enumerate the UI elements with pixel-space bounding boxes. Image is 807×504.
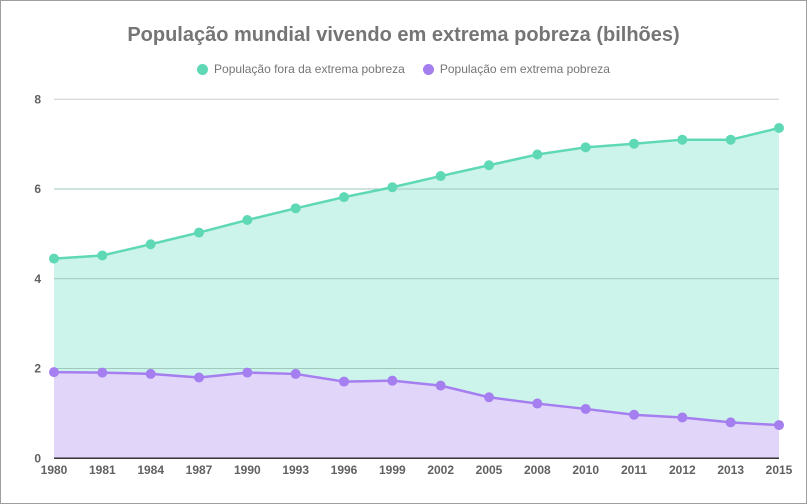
point-outside-poverty (339, 192, 349, 203)
x-tick-label: 2002 (427, 463, 454, 477)
point-extreme-poverty (435, 380, 446, 391)
point-extreme-poverty (774, 420, 784, 431)
x-tick-label: 1996 (331, 463, 358, 477)
x-tick-label: 1984 (137, 463, 164, 477)
line-extreme-poverty (53, 370, 780, 427)
area-outside-poverty (54, 128, 779, 426)
x-tick-label: 2012 (669, 463, 696, 477)
point-outside-poverty (580, 142, 591, 153)
legend-label: População em extrema pobreza (439, 62, 610, 76)
point-outside-poverty (194, 227, 204, 238)
x-tick-label: 2005 (476, 463, 503, 477)
point-outside-poverty (629, 138, 639, 149)
legend-item-outside-poverty[interactable]: População fora da extrema pobreza (197, 62, 405, 76)
y-tick-label: 0 (34, 451, 41, 465)
x-tick-label: 2011 (621, 463, 647, 477)
x-tick-label: 1990 (234, 463, 261, 477)
x-tick-label: 1980 (41, 463, 68, 477)
point-extreme-poverty (580, 403, 591, 414)
x-tick-label: 2013 (717, 463, 744, 477)
x-tick-label: 1987 (186, 463, 213, 477)
point-outside-poverty (435, 171, 446, 182)
point-extreme-poverty (242, 367, 253, 378)
point-outside-poverty (290, 203, 301, 214)
point-extreme-poverty (484, 392, 494, 403)
point-outside-poverty (677, 134, 688, 145)
point-outside-poverty (97, 250, 108, 261)
legend-marker-extreme-poverty (422, 63, 434, 75)
point-extreme-poverty (532, 398, 543, 409)
y-tick-label: 4 (34, 272, 41, 286)
x-tick-label: 2015 (766, 463, 793, 477)
point-extreme-poverty (49, 367, 59, 378)
point-outside-poverty (532, 149, 543, 160)
point-extreme-poverty (629, 409, 639, 420)
point-outside-poverty (774, 123, 784, 134)
point-extreme-poverty (194, 372, 204, 383)
x-tick-label: 2010 (572, 463, 599, 477)
legend: População fora da extrema pobreza Popula… (0, 62, 807, 76)
point-extreme-poverty (387, 375, 398, 386)
point-outside-poverty (484, 160, 494, 171)
line-outside-poverty (53, 126, 780, 260)
point-extreme-poverty (339, 376, 349, 387)
point-extreme-poverty (97, 367, 108, 378)
point-extreme-poverty (145, 368, 156, 379)
y-tick-label: 6 (34, 182, 41, 196)
y-tick-label: 2 (34, 362, 41, 376)
area-extreme-poverty (54, 372, 779, 459)
point-extreme-poverty (677, 412, 688, 423)
point-outside-poverty (242, 215, 253, 226)
x-tick-label: 1981 (89, 463, 116, 477)
point-outside-poverty (49, 253, 59, 264)
x-tick-label: 2008 (524, 463, 551, 477)
y-tick-label: 8 (34, 92, 41, 106)
point-outside-poverty (145, 239, 156, 250)
legend-item-extreme-poverty[interactable]: População em extrema pobreza (422, 62, 610, 76)
legend-marker-outside-poverty (197, 63, 209, 75)
point-extreme-poverty (725, 417, 736, 428)
x-tick-label: 1993 (282, 463, 309, 477)
point-extreme-poverty (290, 368, 301, 379)
chart-title: População mundial vivendo em extrema pob… (127, 24, 680, 46)
point-outside-poverty (725, 134, 736, 145)
point-outside-poverty (387, 182, 398, 193)
x-tick-label: 1999 (379, 463, 406, 477)
legend-label: População fora da extrema pobreza (214, 62, 405, 76)
